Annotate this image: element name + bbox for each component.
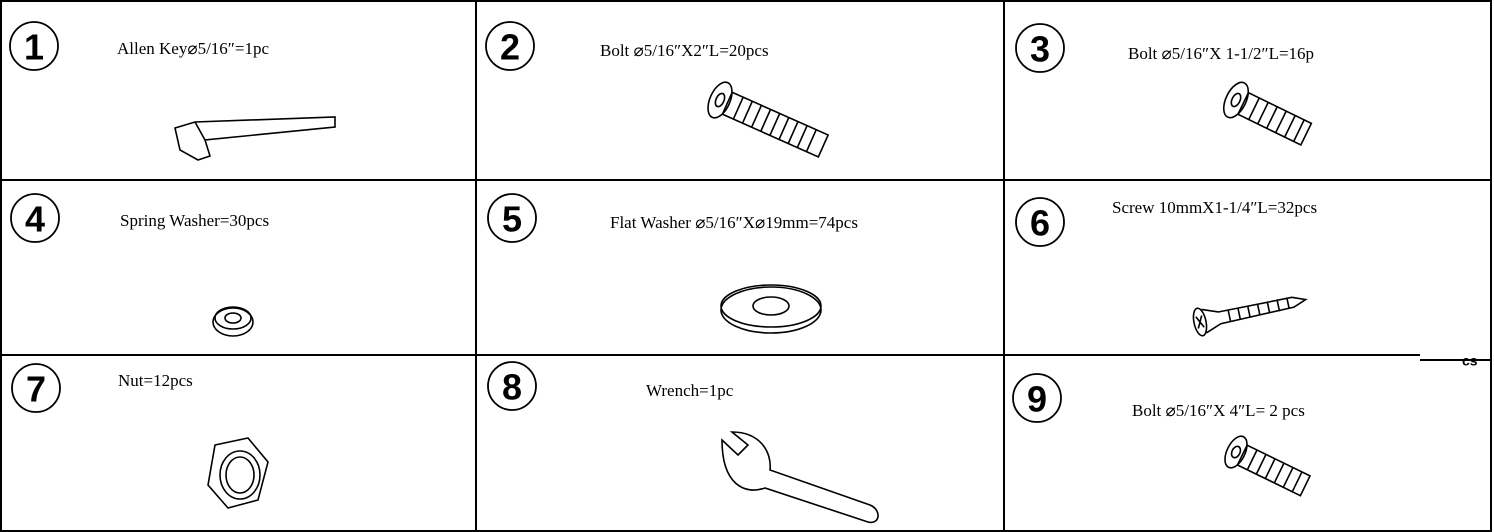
note: cs xyxy=(1462,353,1478,369)
bolt-icon xyxy=(707,81,830,158)
bolt-icon xyxy=(1224,435,1312,497)
item-label: Bolt ⌀5/16″X 4″L= 2 pcs xyxy=(1132,401,1305,420)
item-number: 8 xyxy=(502,367,522,408)
item-number: 2 xyxy=(500,27,520,68)
bolt-icon xyxy=(1222,81,1313,147)
item-label: Bolt ⌀5/16″X 1-1/2″L=16p xyxy=(1128,44,1314,63)
item-number: 4 xyxy=(25,199,45,240)
number-circle xyxy=(10,193,60,243)
number-circle xyxy=(11,363,61,413)
item-label: Wrench=1pc xyxy=(646,381,734,400)
nut-icon xyxy=(207,437,269,509)
spring-washer-icon xyxy=(212,306,254,337)
item-number: 7 xyxy=(26,369,46,410)
number-circle xyxy=(485,21,535,71)
flat-washer-icon xyxy=(720,284,822,334)
item-label: Screw 10mmX1-1/4″L=32pcs xyxy=(1112,198,1317,217)
number-circle xyxy=(1015,197,1065,247)
number-circle xyxy=(1012,373,1062,423)
item-label: Flat Washer ⌀5/16″X⌀19mm=74pcs xyxy=(610,213,858,232)
number-circle xyxy=(487,361,537,411)
item-number: 9 xyxy=(1027,379,1047,420)
item-label: Bolt ⌀5/16″X2″L=20pcs xyxy=(600,41,769,60)
number-circle xyxy=(9,21,59,71)
item-label: Nut=12pcs xyxy=(118,371,193,390)
wrench-icon xyxy=(721,431,879,524)
number-circle xyxy=(487,193,537,243)
screw-icon xyxy=(1192,296,1308,337)
item-number: 3 xyxy=(1030,29,1050,70)
item-number: 5 xyxy=(502,199,522,240)
allen-key-icon xyxy=(174,116,336,161)
item-number: 1 xyxy=(24,27,44,68)
item-label: Allen Key⌀5/16″=1pc xyxy=(117,39,269,58)
number-circle xyxy=(1015,23,1065,73)
item-label: Spring Washer=30pcs xyxy=(120,211,269,230)
item-number: 6 xyxy=(1030,203,1050,244)
